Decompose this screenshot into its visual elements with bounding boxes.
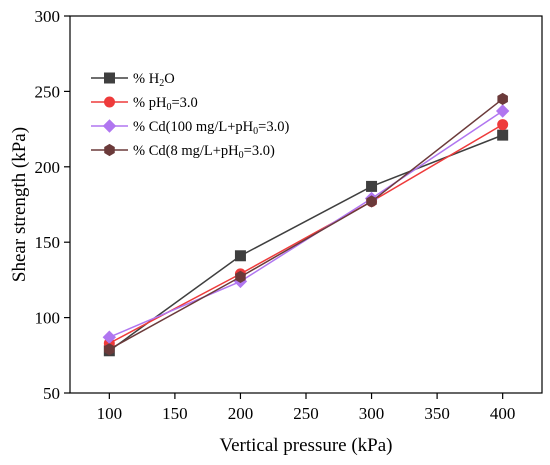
data-point: [497, 92, 508, 106]
legend-item: % Cd(100 mg/L+pH0=3.0): [91, 119, 289, 137]
x-tick-label: 100: [97, 404, 123, 423]
series-line: [108, 98, 504, 350]
x-tick-label: 150: [162, 404, 188, 423]
x-tick-label: 400: [490, 404, 516, 423]
legend-label: % Cd(100 mg/L+pH0=3.0): [133, 119, 289, 137]
y-tick-label: 50: [43, 384, 60, 403]
y-tick-label: 100: [35, 309, 61, 328]
legend-item: % pH0=3.0: [91, 95, 198, 113]
y-tick-label: 300: [35, 7, 61, 26]
data-point: [234, 250, 246, 262]
legend-marker: [104, 96, 115, 108]
series-4: [104, 92, 508, 356]
legend-label: % H2O: [133, 71, 175, 89]
x-axis-ticks: 100 150 200 250 300 350 400: [97, 393, 516, 423]
data-point: [495, 104, 510, 118]
legend-label: % Cd(8 mg/L+pH0=3.0): [133, 143, 275, 161]
data-point: [366, 180, 378, 192]
y-tick-label: 150: [35, 233, 61, 252]
y-tick-label: 250: [35, 82, 61, 101]
data-point: [104, 343, 115, 356]
y-axis-ticks: 50 100 150 200 250 300: [35, 7, 70, 403]
series-layer: [102, 92, 510, 357]
x-tick-label: 300: [359, 404, 385, 423]
x-tick-label: 250: [293, 404, 319, 423]
series-1: [103, 129, 509, 357]
legend-marker: [102, 119, 117, 133]
data-point: [366, 195, 377, 208]
x-tick-label: 200: [228, 404, 254, 423]
y-tick-label: 200: [35, 158, 61, 177]
series-line: [108, 134, 503, 352]
legend-marker: [104, 72, 115, 84]
data-point: [235, 270, 246, 283]
data-point: [497, 119, 509, 131]
x-tick-label: 350: [424, 404, 450, 423]
legend-marker: [104, 143, 115, 157]
legend-label: % pH0=3.0: [133, 95, 198, 113]
y-axis-label: Shear strength (kPa): [9, 127, 30, 282]
legend-item: % H2O: [91, 71, 175, 89]
legend-item: % Cd(8 mg/L+pH0=3.0): [91, 143, 275, 161]
legend: % H2O % pH0=3.0 % Cd(100 mg/L+pH0=3.0) % Cd…: [91, 71, 289, 161]
x-axis-label: Vertical pressure (kPa): [219, 435, 392, 456]
data-point: [497, 129, 509, 141]
series-3: [102, 104, 510, 344]
